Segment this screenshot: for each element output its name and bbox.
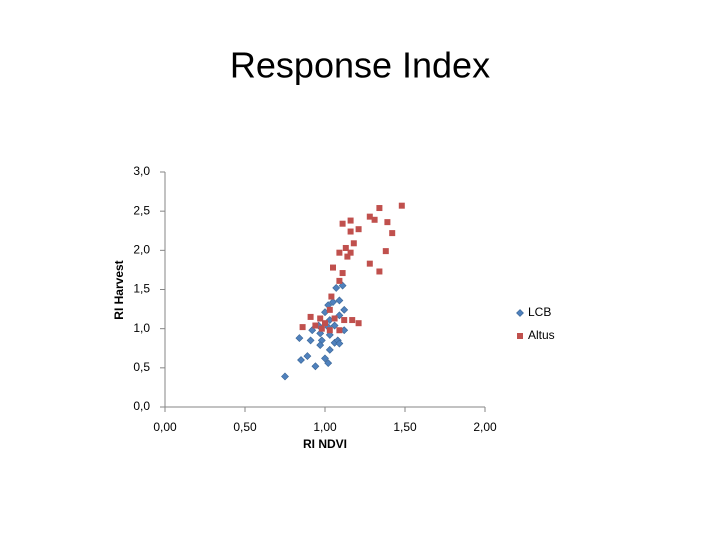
point <box>306 336 315 345</box>
point <box>317 315 324 322</box>
point <box>341 317 348 324</box>
point <box>297 356 305 364</box>
y-axis-label: RI Harvest <box>112 260 126 319</box>
y-tick-label: 2,0 <box>133 243 150 257</box>
point <box>355 320 362 327</box>
x-tick-label: 0,00 <box>153 420 177 434</box>
point <box>384 219 391 226</box>
x-axis-label: RI NDVI <box>303 437 347 451</box>
point <box>376 268 383 275</box>
point <box>389 230 396 237</box>
point <box>329 298 337 306</box>
point <box>326 327 333 334</box>
point <box>326 306 333 313</box>
point <box>366 213 373 220</box>
legend-label: Altus <box>528 328 555 342</box>
point <box>371 216 378 223</box>
point <box>325 331 334 339</box>
point <box>325 345 334 354</box>
point <box>336 249 343 256</box>
legend-marker <box>516 309 524 317</box>
point <box>328 293 335 300</box>
point <box>376 205 383 212</box>
point <box>307 313 314 320</box>
point <box>347 249 354 256</box>
point <box>338 281 347 290</box>
point <box>281 372 289 381</box>
point <box>347 228 354 235</box>
point <box>349 317 356 324</box>
point <box>339 270 346 277</box>
point <box>339 220 346 227</box>
legend-label: LCB <box>528 305 551 319</box>
legend-marker <box>517 333 523 339</box>
point <box>336 277 343 284</box>
point <box>342 244 349 251</box>
point <box>330 264 336 271</box>
y-tick-label: 3,0 <box>133 164 150 178</box>
point <box>331 315 338 322</box>
point <box>335 311 344 320</box>
x-tick-label: 2,00 <box>473 420 497 434</box>
point <box>382 248 389 255</box>
point <box>295 334 304 342</box>
point <box>332 284 341 292</box>
point <box>322 320 328 327</box>
point <box>366 260 373 267</box>
y-tick-label: 0,5 <box>133 360 150 374</box>
point <box>347 217 354 224</box>
x-tick-label: 1,00 <box>313 420 337 434</box>
point <box>312 322 319 329</box>
point <box>321 354 329 363</box>
point <box>336 327 343 334</box>
point <box>311 362 320 371</box>
point <box>330 321 339 330</box>
point <box>316 341 325 350</box>
point <box>350 240 357 247</box>
point <box>355 226 362 233</box>
point <box>318 325 325 332</box>
chart-title: Response Index <box>230 45 490 86</box>
y-tick-label: 1,5 <box>133 282 150 296</box>
x-tick-label: 1,50 <box>393 420 417 434</box>
point <box>299 324 306 331</box>
y-tick-label: 0,0 <box>133 399 150 413</box>
point <box>344 253 351 260</box>
point <box>308 326 317 335</box>
point <box>335 296 344 305</box>
x-tick-label: 0,50 <box>233 420 257 434</box>
y-tick-label: 1,0 <box>133 321 150 335</box>
point <box>398 202 405 209</box>
point <box>335 339 344 348</box>
point <box>340 305 349 314</box>
y-tick-label: 2,5 <box>133 203 150 217</box>
point <box>303 352 312 361</box>
point <box>324 359 333 368</box>
